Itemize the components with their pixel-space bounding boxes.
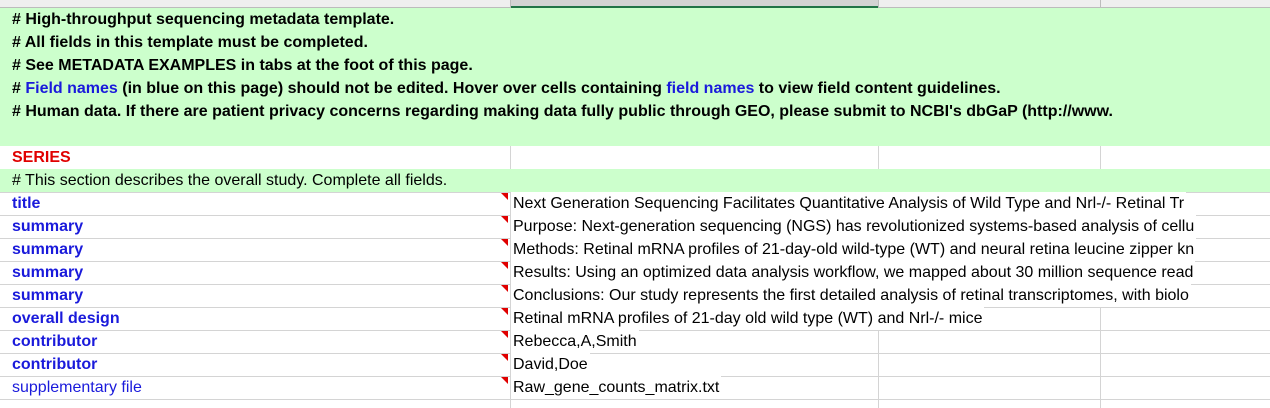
grid-line [878, 146, 879, 169]
grid-line [0, 399, 1270, 400]
note-row: # See METADATA EXAMPLES in tabs at the f… [0, 54, 1270, 77]
grid-line [510, 215, 511, 238]
field-value: David,Doe [511, 353, 590, 376]
comment-marker [501, 239, 508, 246]
note: (in blue on this page) should not be edi… [117, 80, 667, 97]
field-name: contributor [12, 356, 98, 373]
note: to view field content guidelines. [754, 80, 1001, 97]
note-row: # Human data. If there are patient priva… [0, 100, 1270, 123]
grid-line [510, 330, 511, 353]
grid-line [878, 330, 879, 353]
section-note-row: # This section describes the overall stu… [0, 169, 1270, 192]
comment-marker [501, 285, 508, 292]
note: # All fields in this template must be co… [12, 34, 368, 51]
field-row: summary Methods: Retinal mRNA profiles of… [0, 238, 1270, 261]
grid-line [510, 261, 511, 284]
grid-line [510, 399, 511, 408]
field-value: Conclusions: Our study represents the fi… [511, 284, 1191, 307]
field-value: Methods: Retinal mRNA profiles of 21-day… [511, 238, 1197, 261]
grid-line [510, 376, 511, 399]
grid-line [878, 399, 879, 408]
grid-line [510, 353, 511, 376]
note-row: # All fields in this template must be co… [0, 31, 1270, 54]
grid-line [510, 238, 511, 261]
grid-line [878, 376, 879, 399]
comment-marker [501, 216, 508, 223]
grid-line [1100, 353, 1101, 376]
field-name: supplementary file [12, 379, 142, 396]
field-name: summary [12, 241, 84, 258]
field-value: Results: Using an optimized data analysi… [511, 261, 1196, 284]
section-note: # This section describes the overall stu… [12, 172, 448, 189]
field-row: summary Purpose: Next-generation sequenci… [0, 215, 1270, 238]
column-divider [510, 0, 511, 8]
note-link-text: field names [666, 80, 755, 97]
grid-line [1100, 399, 1101, 408]
note-row: # High-throughput sequencing metadata te… [0, 8, 1270, 31]
field-row: contributor Rebecca,A,Smith [0, 330, 1270, 353]
column-divider [1100, 0, 1101, 8]
field-name: summary [12, 264, 84, 281]
field-row: overall design Retinal mRNA profiles of 2… [0, 307, 1270, 330]
grid-line [1100, 330, 1101, 353]
grid-line [1100, 307, 1101, 330]
comment-marker [501, 331, 508, 338]
field-name: contributor [12, 333, 98, 350]
comment-marker [501, 262, 508, 269]
selected-column [510, 0, 878, 8]
empty-row [0, 399, 1270, 408]
section-title: SERIES [12, 149, 71, 166]
empty-row [0, 123, 1270, 146]
section-row: SERIES [0, 146, 1270, 169]
note-link-text: Field names [25, 80, 118, 97]
column-divider [878, 0, 879, 8]
grid-line [1100, 376, 1101, 399]
field-name: overall design [12, 310, 120, 327]
field-value: Purpose: Next-generation sequencing (NGS… [511, 215, 1197, 238]
field-name: summary [12, 218, 84, 235]
field-value: Retinal mRNA profiles of 21-day old wild… [511, 307, 985, 330]
comment-marker [501, 308, 508, 315]
field-value: Raw_gene_counts_matrix.txt [511, 376, 722, 399]
column-header [0, 0, 1270, 8]
grid-line [510, 146, 511, 169]
field-row: summary Results: Using an optimized data … [0, 261, 1270, 284]
field-row: supplementary file Raw_gene_counts_matrix… [0, 376, 1270, 399]
grid-line [510, 307, 511, 330]
note-row: # Field names (in blue on this page) sho… [0, 77, 1270, 100]
comment-marker [501, 377, 508, 384]
field-value: Next Generation Sequencing Facilitates Q… [511, 192, 1187, 215]
field-row: summary Conclusions: Our study represents… [0, 284, 1270, 307]
note: # [12, 80, 26, 97]
grid-line [510, 284, 511, 307]
grid-line [510, 192, 511, 215]
comment-marker [501, 193, 508, 200]
grid-line [0, 353, 1270, 354]
field-name: title [12, 195, 41, 212]
field-row: contributor David,Doe [0, 353, 1270, 376]
note: # See METADATA EXAMPLES in tabs at the f… [12, 57, 473, 74]
comment-marker [501, 354, 508, 361]
grid-line [1100, 146, 1101, 169]
note: # High-throughput sequencing metadata te… [12, 11, 395, 28]
field-row: title Next Generation Sequencing Facilita… [0, 192, 1270, 215]
field-name: summary [12, 287, 84, 304]
grid-line [878, 353, 879, 376]
note: # Human data. If there are patient priva… [12, 103, 1113, 120]
field-value: Rebecca,A,Smith [511, 330, 639, 353]
